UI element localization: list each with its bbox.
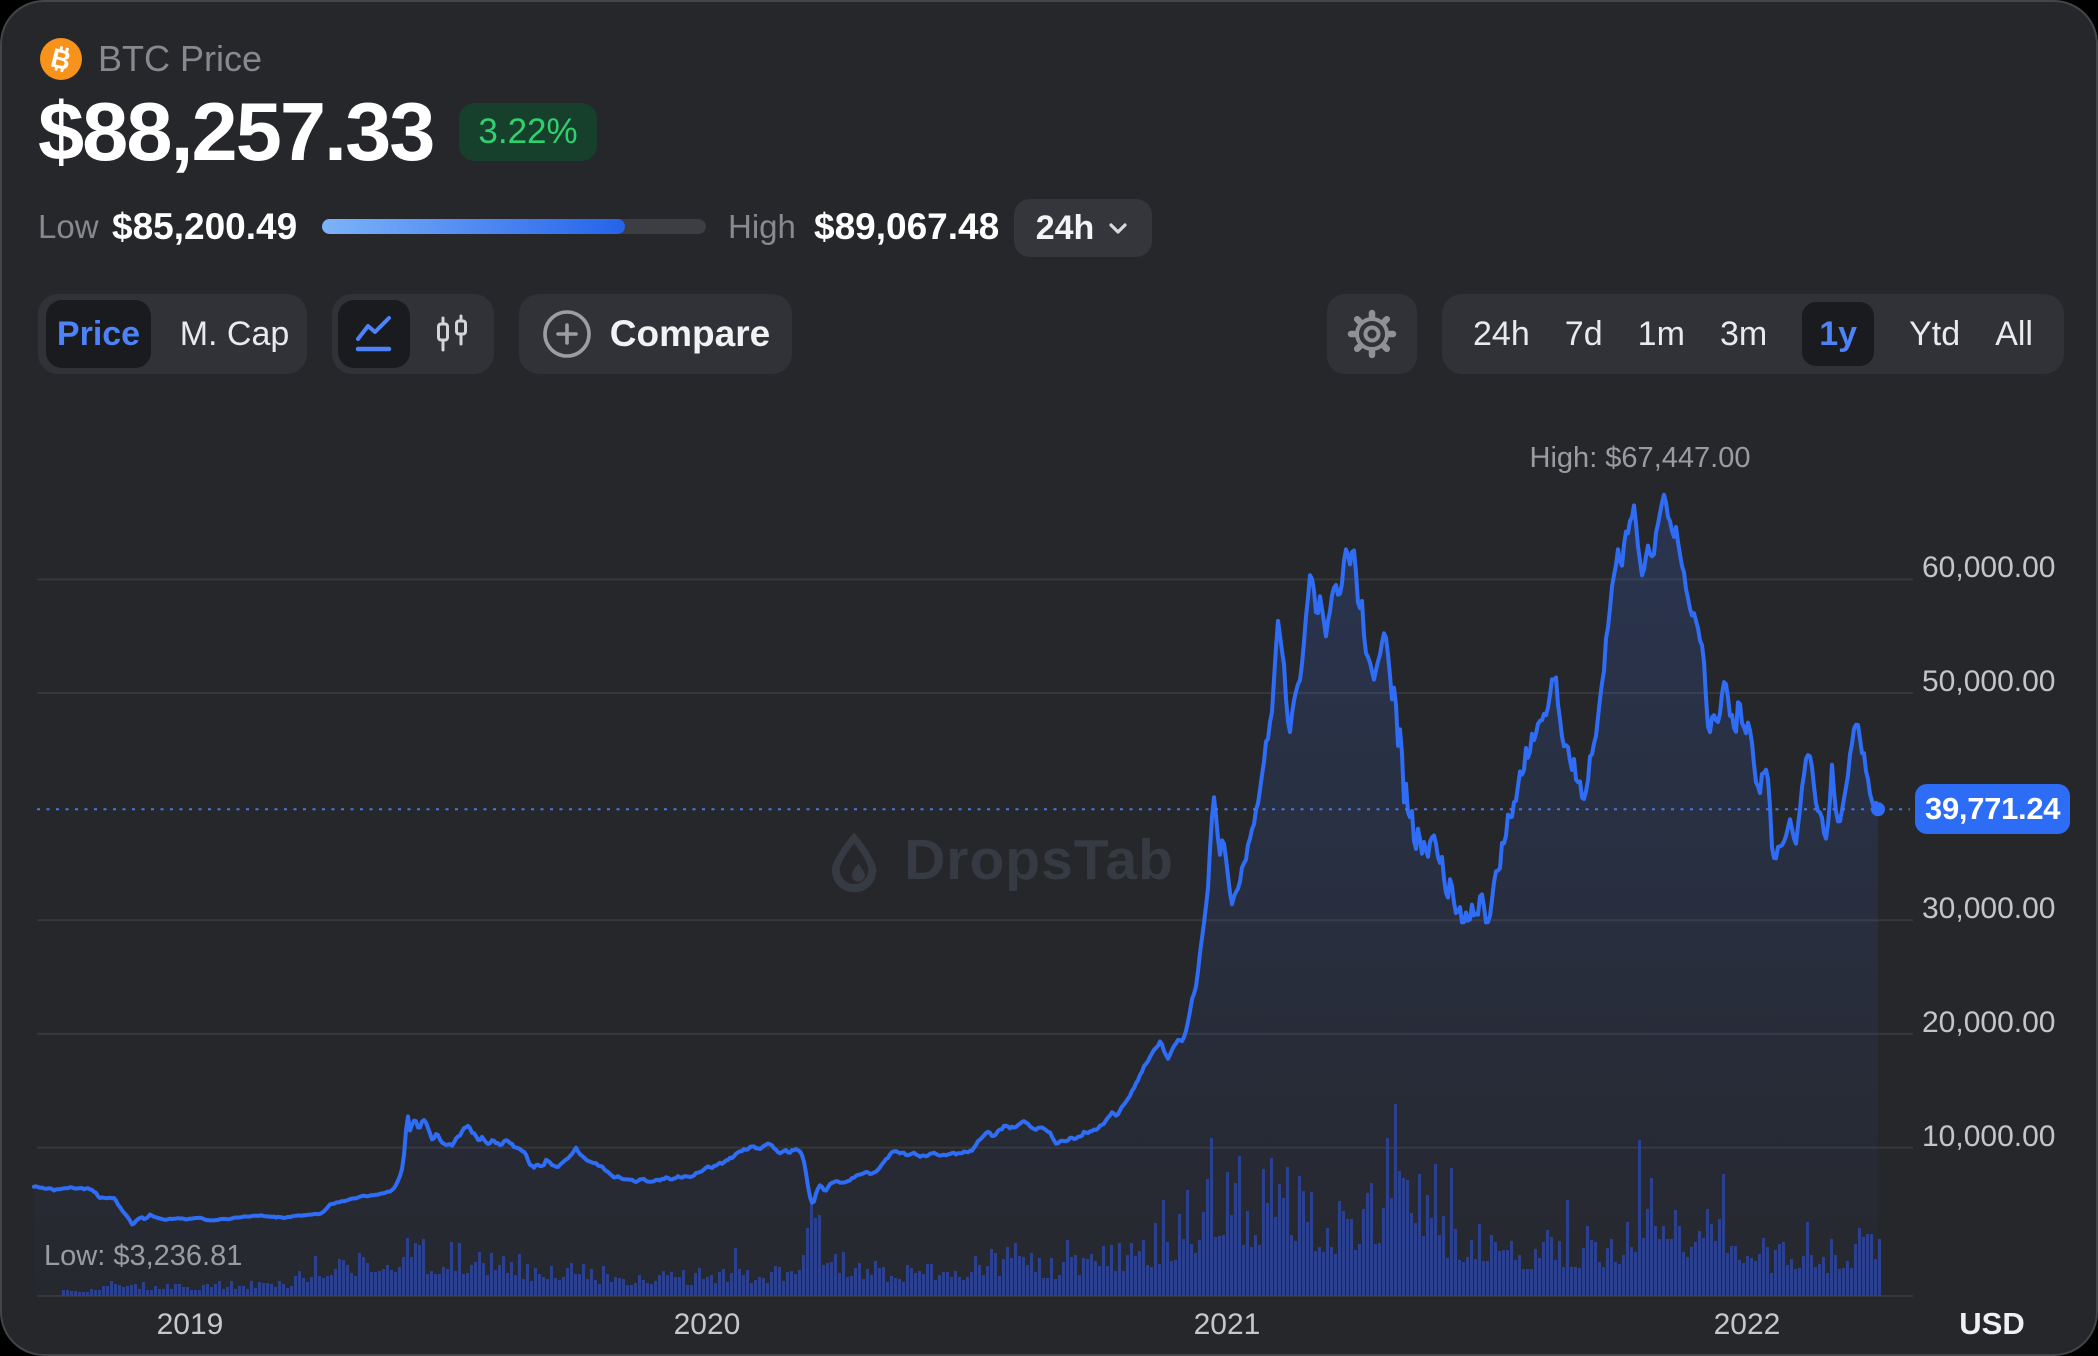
low-value: $85,200.49: [112, 206, 298, 247]
x-axis-label: 2022: [1713, 1308, 1781, 1341]
y-axis-label: 60,000.00: [1922, 551, 2056, 585]
line-chart-icon: [355, 316, 392, 352]
x-axis-label: 2021: [1193, 1308, 1261, 1341]
page-title: BTC Price: [98, 38, 263, 79]
high-label: High: [728, 208, 796, 245]
range-tab-1m[interactable]: 1m: [1637, 314, 1685, 353]
current-price-dot: [1871, 802, 1885, 817]
chart-type-selected-pill: [338, 300, 410, 368]
price-change-badge: 3.22%: [459, 103, 597, 161]
candlestick-icon: [437, 314, 467, 352]
bitcoin-icon: B: [40, 38, 82, 80]
y-axis-label: 20,000.00: [1922, 1005, 2056, 1039]
current-price-badge: 39,771.24: [1915, 784, 2071, 835]
gear-icon: [1347, 309, 1397, 359]
line-chart-button[interactable]: [338, 300, 410, 368]
watermark-text: DropsTab: [904, 828, 1174, 892]
chevron-down-icon: [1109, 223, 1127, 234]
tab-price[interactable]: Price: [56, 315, 141, 353]
current-price: $88,257.33: [38, 85, 435, 178]
day-range-bar: [322, 219, 706, 234]
range-tab-7d[interactable]: 7d: [1564, 314, 1603, 353]
y-axis-label: 10,000.00: [1922, 1119, 2056, 1153]
metric-selected-pill: [46, 300, 151, 368]
time-range-tabs: 24h 7d 1m 3m 1y Ytd All: [1442, 294, 2064, 374]
low-label: Low: [38, 208, 99, 245]
droplet-icon: [831, 832, 877, 893]
range-tab-24h[interactable]: 24h: [1473, 314, 1530, 353]
compare-button[interactable]: Compare: [519, 294, 792, 374]
price-row: $88,257.33 3.22%: [38, 90, 597, 174]
y-axis-label: 50,000.00: [1922, 665, 2056, 699]
high-annotation: High: $67,447.00: [1529, 442, 1751, 474]
y-axis-label: 30,000.00: [1922, 892, 2056, 926]
day-range-fill: [322, 219, 625, 234]
metric-toggle: Price M. Cap: [38, 294, 307, 374]
compare-label: Compare: [609, 313, 771, 354]
chart-type-toggle: [332, 294, 494, 374]
price-area-fill: [34, 494, 1878, 1296]
tab-mcap[interactable]: M. Cap: [179, 315, 290, 353]
settings-button[interactable]: [1327, 294, 1417, 374]
range-tab-ytd[interactable]: Ytd: [1909, 314, 1961, 353]
candlestick-button[interactable]: [416, 300, 488, 368]
coin-header: B BTC Price: [40, 38, 262, 80]
low-annotation: Low: $3,236.81: [44, 1240, 243, 1272]
plus-circle-icon: [542, 310, 591, 358]
range-tab-all[interactable]: All: [1995, 314, 2033, 353]
range-dropdown-label: 24h: [1035, 208, 1095, 247]
x-axis-label: 2020: [673, 1308, 741, 1341]
watermark: DropsTab: [824, 826, 1174, 894]
gridlines: [37, 578, 1913, 1297]
range-dropdown[interactable]: 24h: [1014, 199, 1152, 257]
x-axis-label: 2019: [156, 1308, 224, 1341]
range-tab-3m[interactable]: 3m: [1719, 314, 1768, 353]
range-tab-1y[interactable]: 1y: [1802, 302, 1875, 366]
unit-label: USD: [1959, 1306, 2025, 1341]
volume-bars: [62, 1104, 1881, 1296]
high-value: $89,067.48: [814, 206, 1000, 247]
